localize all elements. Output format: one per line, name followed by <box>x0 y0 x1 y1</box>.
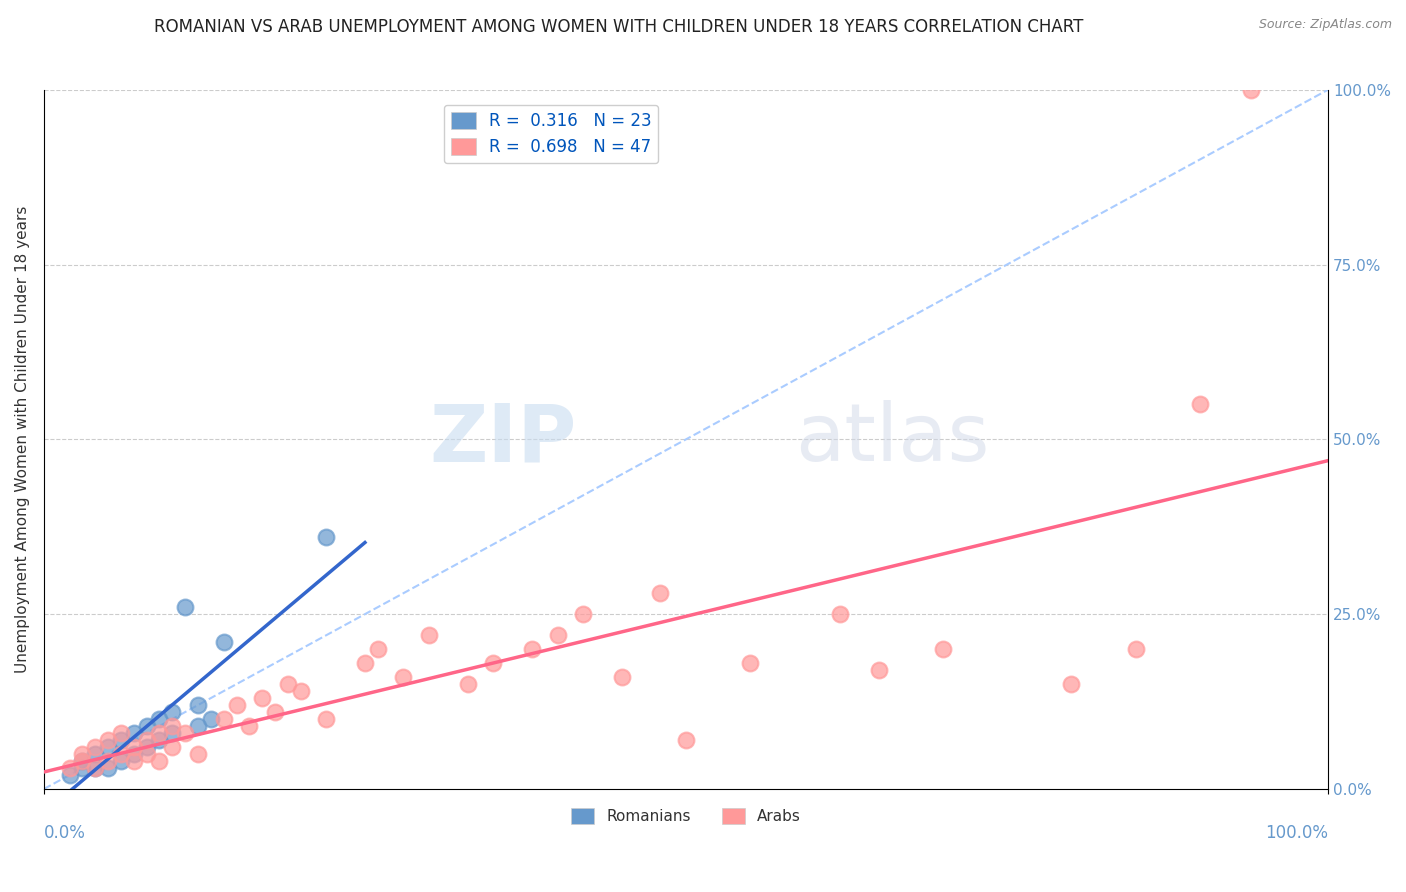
Text: 100.0%: 100.0% <box>1265 824 1329 842</box>
Point <box>110 754 132 768</box>
Point <box>520 642 543 657</box>
Point <box>187 719 209 733</box>
Text: Source: ZipAtlas.com: Source: ZipAtlas.com <box>1258 18 1392 31</box>
Point <box>212 712 235 726</box>
Point <box>212 635 235 649</box>
Point <box>162 726 184 740</box>
Point <box>122 739 145 754</box>
Point <box>97 754 120 768</box>
Point <box>97 739 120 754</box>
Point <box>122 726 145 740</box>
Point <box>97 733 120 747</box>
Point <box>148 733 170 747</box>
Point <box>868 663 890 677</box>
Text: ZIP: ZIP <box>430 401 576 478</box>
Point <box>932 642 955 657</box>
Point <box>315 712 337 726</box>
Point <box>58 768 80 782</box>
Point <box>122 754 145 768</box>
Point <box>354 656 377 670</box>
Point <box>162 719 184 733</box>
Point <box>1240 83 1263 97</box>
Point <box>162 705 184 719</box>
Point <box>650 586 672 600</box>
Point <box>1188 397 1211 411</box>
Point <box>250 691 273 706</box>
Point <box>110 733 132 747</box>
Point <box>84 739 107 754</box>
Text: ROMANIAN VS ARAB UNEMPLOYMENT AMONG WOMEN WITH CHILDREN UNDER 18 YEARS CORRELATI: ROMANIAN VS ARAB UNEMPLOYMENT AMONG WOME… <box>153 18 1084 36</box>
Point <box>84 761 107 775</box>
Text: 0.0%: 0.0% <box>44 824 86 842</box>
Point <box>418 628 440 642</box>
Point <box>148 754 170 768</box>
Point <box>148 712 170 726</box>
Point <box>610 670 633 684</box>
Point <box>97 761 120 775</box>
Y-axis label: Unemployment Among Women with Children Under 18 years: Unemployment Among Women with Children U… <box>15 206 30 673</box>
Point <box>174 600 197 615</box>
Point <box>122 747 145 761</box>
Point <box>200 712 222 726</box>
Point <box>135 739 157 754</box>
Point <box>72 754 94 768</box>
Point <box>675 733 697 747</box>
Point <box>572 607 595 622</box>
Point <box>290 684 312 698</box>
Point <box>315 530 337 544</box>
Point <box>187 698 209 712</box>
Point <box>547 628 569 642</box>
Point <box>187 747 209 761</box>
Point <box>84 747 107 761</box>
Point <box>457 677 479 691</box>
Point <box>135 719 157 733</box>
Point <box>110 726 132 740</box>
Point <box>277 677 299 691</box>
Point <box>135 733 157 747</box>
Point <box>72 761 94 775</box>
Point <box>84 761 107 775</box>
Point <box>174 726 197 740</box>
Point <box>238 719 260 733</box>
Point <box>1125 642 1147 657</box>
Point <box>135 747 157 761</box>
Point <box>72 747 94 761</box>
Point <box>264 705 287 719</box>
Point <box>225 698 247 712</box>
Point <box>1060 677 1083 691</box>
Point <box>392 670 415 684</box>
Legend: Romanians, Arabs: Romanians, Arabs <box>565 802 807 830</box>
Point <box>162 739 184 754</box>
Point <box>367 642 389 657</box>
Point <box>72 754 94 768</box>
Point <box>830 607 852 622</box>
Point <box>740 656 762 670</box>
Point <box>58 761 80 775</box>
Point <box>148 726 170 740</box>
Text: atlas: atlas <box>796 401 990 478</box>
Point <box>110 747 132 761</box>
Point <box>482 656 505 670</box>
